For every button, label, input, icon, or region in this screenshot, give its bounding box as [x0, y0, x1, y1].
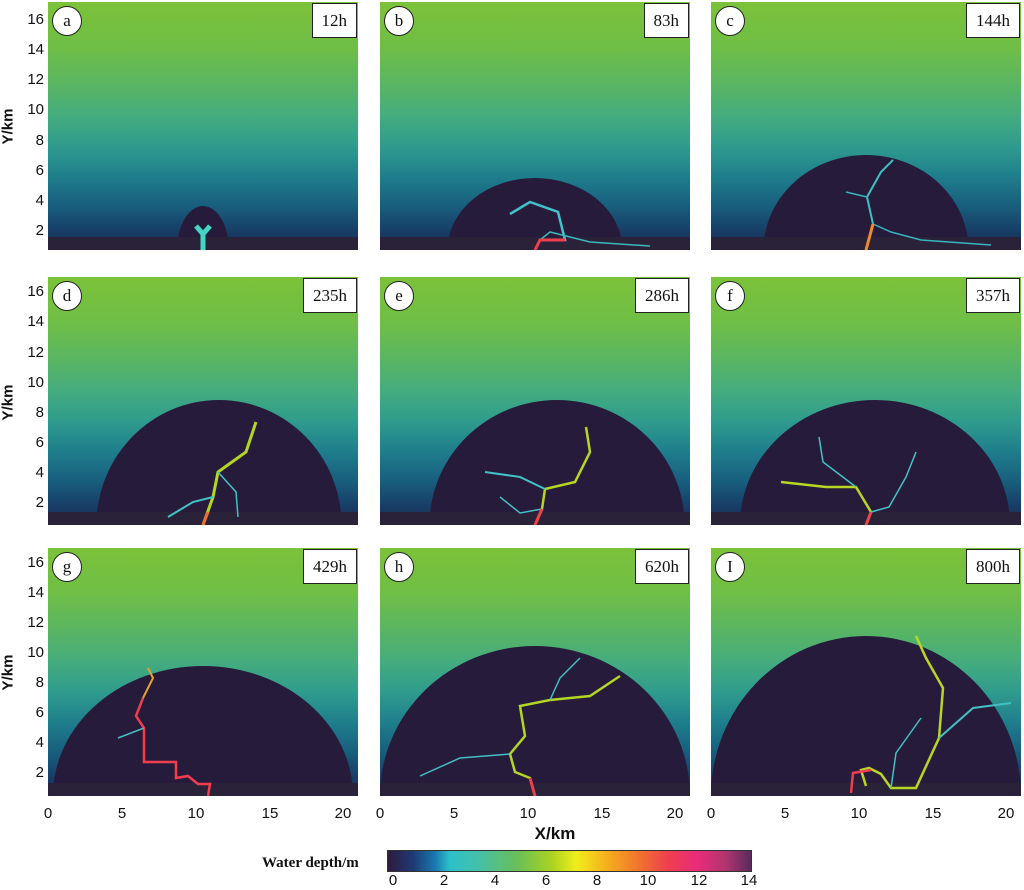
y-tick-label: 16 [27, 554, 44, 571]
y-tick-label: 8 [35, 674, 44, 691]
x-tick-label: 10 [187, 805, 205, 822]
y-tick-label: 12 [27, 614, 44, 631]
panel-time-label: 144h [966, 3, 1020, 38]
x-tick-label: 0 [43, 805, 53, 822]
map-panel-e: e 286h [380, 277, 690, 525]
x-tick-label: 20 [997, 805, 1015, 822]
y-tick-label: 10 [27, 644, 44, 661]
x-tick-label: 15 [924, 805, 942, 822]
panel-letter-badge: b [384, 6, 414, 36]
colorbar-title: Water depth/m [262, 855, 359, 871]
y-tick-label: 14 [27, 41, 44, 58]
y-tick-label: 4 [35, 192, 44, 209]
y-tick-label: 16 [27, 11, 44, 28]
seabed [380, 237, 690, 250]
y-tick-label: 6 [35, 434, 44, 451]
map-panel-I: I 800h [711, 548, 1021, 796]
x-tick-label: 5 [117, 805, 127, 822]
x-tick-label: 15 [261, 805, 279, 822]
map-panel-g: g 429h [48, 548, 358, 796]
colorbar-tick-label: 4 [490, 872, 500, 889]
channel-network [117, 667, 212, 796]
y-tick-label: 6 [35, 704, 44, 721]
colorbar-tick-label: 14 [740, 872, 758, 889]
panel-time-label: 620h [635, 549, 689, 584]
x-tick-label: 20 [334, 805, 352, 822]
panel-letter-badge: f [715, 281, 745, 311]
map-panel-b: b 83h [380, 2, 690, 250]
colorbar-tick-label: 6 [541, 872, 551, 889]
x-tick-label: 10 [850, 805, 868, 822]
seabed [711, 783, 1021, 796]
map-panel-c: c 144h [711, 2, 1021, 250]
y-axis-label: Y/km [0, 384, 17, 421]
panel-letter-badge: I [715, 552, 745, 582]
panel-time-label: 235h [303, 278, 357, 313]
y-tick-label: 4 [35, 464, 44, 481]
seabed [380, 512, 690, 525]
x-axis-label: X/km [534, 824, 576, 843]
y-tick-label: 2 [35, 494, 44, 511]
colorbar-tick-label: 2 [439, 872, 449, 889]
colorbar-tick-label: 10 [639, 872, 657, 889]
seabed [711, 512, 1021, 525]
panel-letter-badge: a [52, 6, 82, 36]
y-tick-label: 2 [35, 764, 44, 781]
channel-network [780, 436, 917, 525]
y-tick-label: 6 [35, 162, 44, 179]
channel-network [194, 224, 212, 250]
colorbar-tick-label: 8 [592, 872, 602, 889]
y-tick-label: 8 [35, 404, 44, 421]
channel-network [849, 635, 1012, 794]
panel-time-label: 429h [303, 549, 357, 584]
channel-network [845, 159, 992, 250]
x-tick-label: 0 [375, 805, 385, 822]
x-tick-label: 5 [780, 805, 790, 822]
colorbar [387, 850, 752, 872]
y-tick-label: 14 [27, 313, 44, 330]
map-panel-h: h 620h [380, 548, 690, 796]
y-tick-label: 8 [35, 132, 44, 149]
y-axis-label: Y/km [0, 654, 17, 691]
map-panel-f: f 357h [711, 277, 1021, 525]
seabed [48, 512, 358, 525]
x-tick-label: 15 [593, 805, 611, 822]
map-panel-d: d 235h [48, 277, 358, 525]
panel-time-label: 800h [966, 549, 1020, 584]
y-tick-label: 12 [27, 344, 44, 361]
channel-network [167, 421, 258, 525]
channel-network [484, 426, 592, 525]
panel-time-label: 357h [966, 278, 1020, 313]
panel-time-label: 286h [635, 278, 689, 313]
y-tick-label: 16 [27, 283, 44, 300]
y-tick-label: 12 [27, 71, 44, 88]
y-tick-label: 2 [35, 222, 44, 239]
y-tick-label: 4 [35, 734, 44, 751]
channel-network [419, 657, 621, 796]
panel-letter-badge: d [52, 281, 82, 311]
y-axis-label: Y/km [0, 108, 17, 145]
panel-letter-badge: e [384, 281, 414, 311]
panel-letter-badge: c [715, 6, 745, 36]
x-tick-label: 0 [706, 805, 716, 822]
x-tick-label: 10 [519, 805, 537, 822]
y-tick-label: 10 [27, 374, 44, 391]
panel-letter-badge: g [52, 552, 82, 582]
colorbar-tick-label: 0 [388, 872, 398, 889]
y-tick-label: 14 [27, 584, 44, 601]
seabed [711, 237, 1021, 250]
x-tick-label: 20 [666, 805, 684, 822]
map-panel-a: a 12h [48, 2, 358, 250]
panel-letter-badge: h [384, 552, 414, 582]
channel-network [509, 200, 651, 250]
y-tick-label: 10 [27, 101, 44, 118]
seabed [48, 783, 358, 796]
seabed [380, 783, 690, 796]
colorbar-tick-label: 12 [690, 872, 708, 889]
x-tick-label: 5 [449, 805, 459, 822]
panel-time-label: 83h [643, 3, 689, 38]
panel-time-label: 12h [311, 3, 357, 38]
